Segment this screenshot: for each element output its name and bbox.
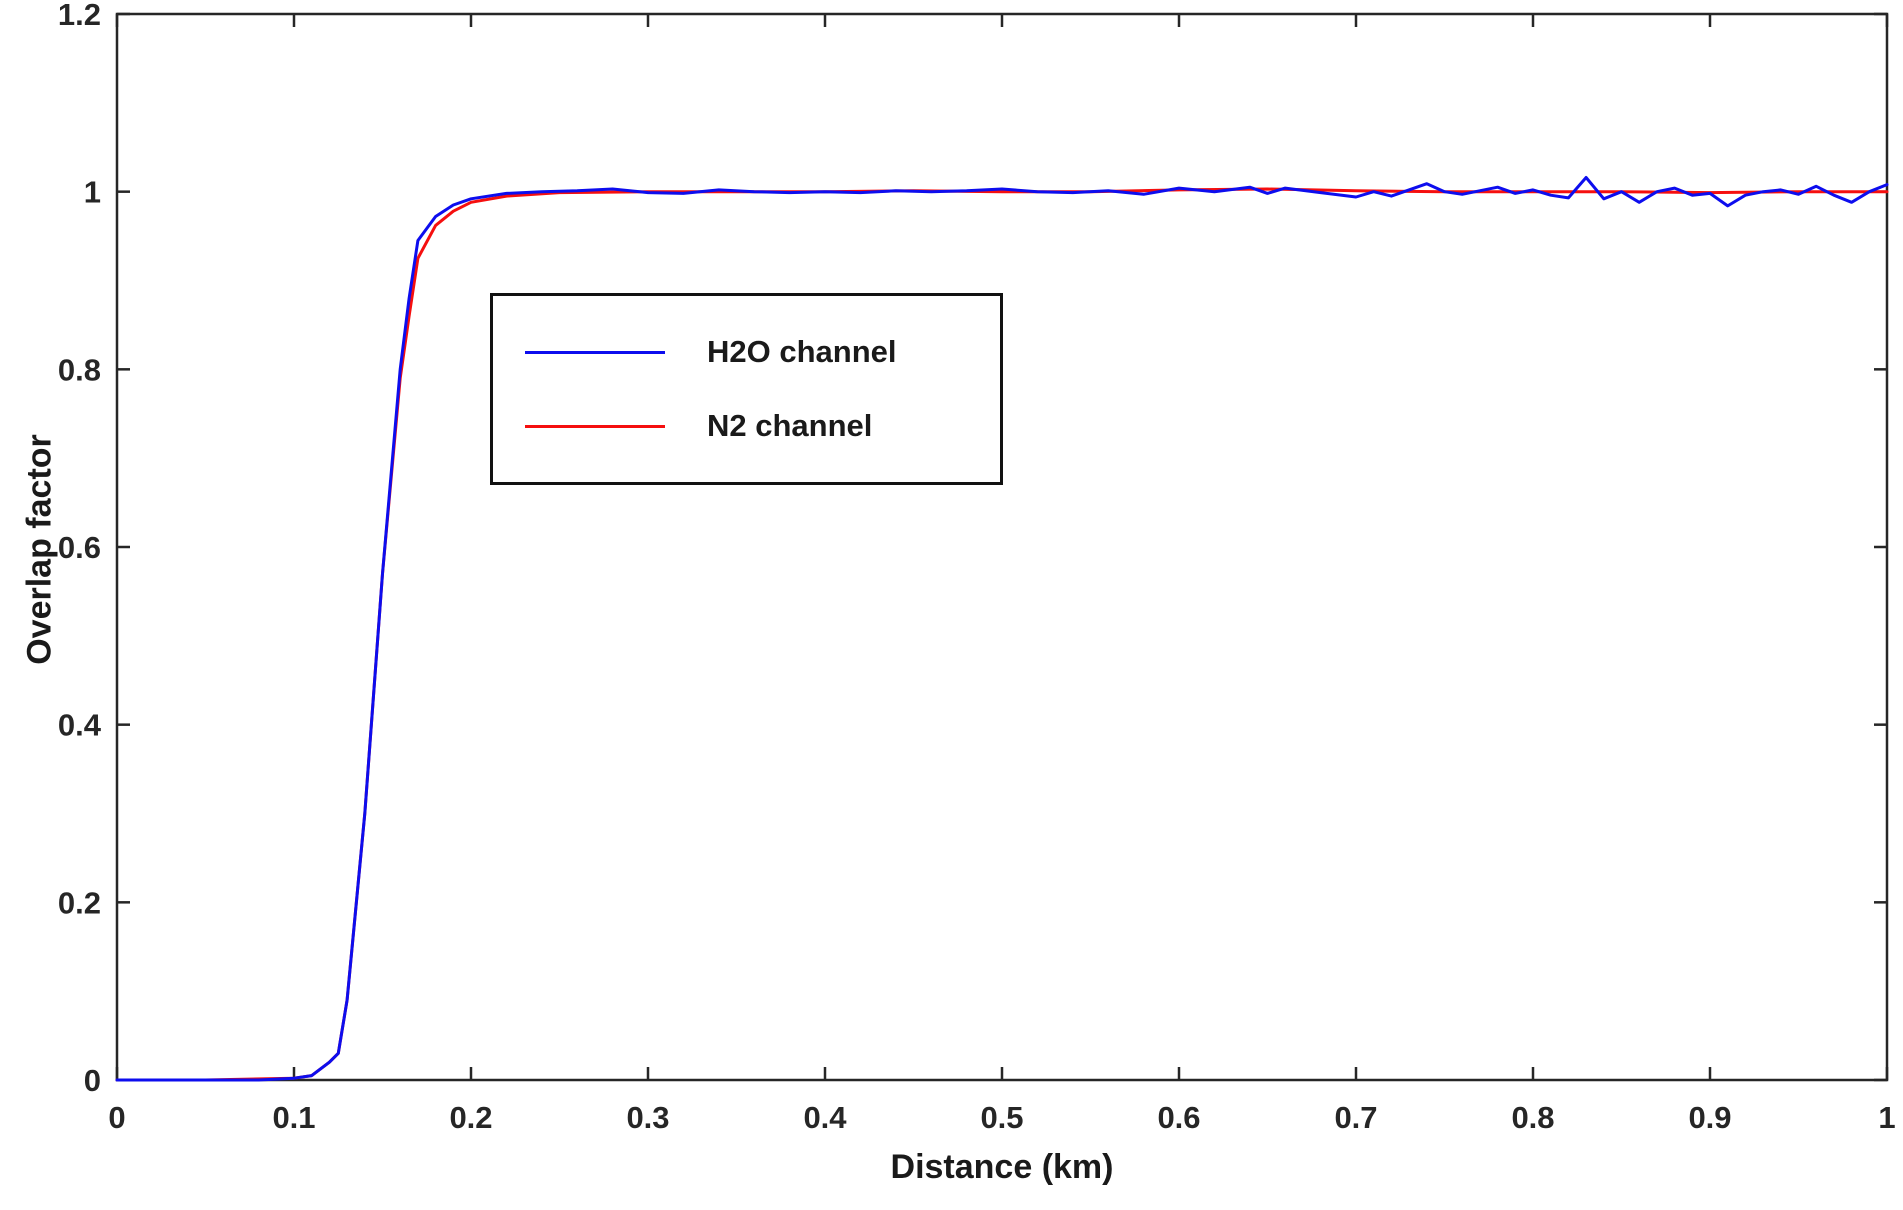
x-tick-label: 0 xyxy=(108,1100,125,1135)
x-tick-label: 0.2 xyxy=(449,1100,492,1135)
y-tick-label: 0.2 xyxy=(58,885,101,920)
x-axis-title: Distance (km) xyxy=(890,1148,1114,1186)
legend-label-n2: N2 channel xyxy=(707,408,873,443)
x-tick-label: 0.4 xyxy=(803,1100,847,1135)
legend-box: H2O channel N2 channel xyxy=(490,293,1003,485)
y-tick-label: 0.4 xyxy=(58,708,102,743)
n2-line-swatch xyxy=(525,424,665,428)
y-tick-label: 1 xyxy=(84,175,101,210)
y-tick-label: 0.6 xyxy=(58,530,101,565)
y-tick-label: 0.8 xyxy=(58,352,101,387)
x-tick-label: 0.6 xyxy=(1157,1100,1200,1135)
y-tick-label: 1.2 xyxy=(58,0,101,32)
x-tick-label: 0.5 xyxy=(980,1100,1023,1135)
axes-box xyxy=(115,12,1889,1082)
y-axis-title: Overlap factor xyxy=(20,434,59,665)
x-tick-label: 1 xyxy=(1878,1100,1895,1135)
x-tick-label: 0.8 xyxy=(1511,1100,1554,1135)
legend-item-n2: N2 channel xyxy=(493,408,1000,444)
h2o-line-swatch xyxy=(525,350,665,354)
y-tick-label: 0 xyxy=(84,1063,101,1098)
x-tick-label: 0.7 xyxy=(1334,1100,1377,1135)
x-tick-label: 0.3 xyxy=(626,1100,669,1135)
legend-label-h2o: H2O channel xyxy=(707,334,897,369)
legend-item-h2o: H2O channel xyxy=(493,334,1000,370)
h2o-channel-line xyxy=(115,176,1889,1082)
x-tick-label: 0.1 xyxy=(272,1100,315,1135)
x-tick-label: 0.9 xyxy=(1688,1100,1731,1135)
